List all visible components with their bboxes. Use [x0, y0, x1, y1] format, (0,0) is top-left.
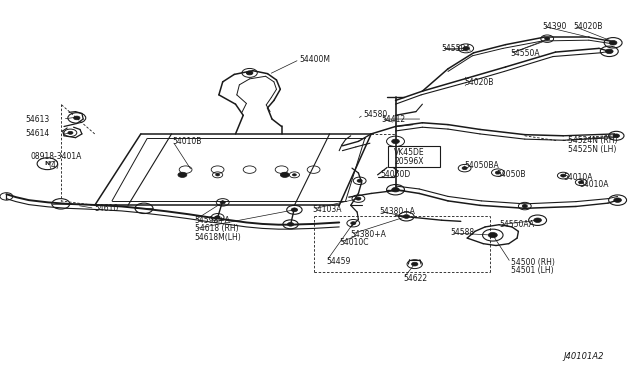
Text: 54501 (LH): 54501 (LH) — [511, 266, 554, 275]
Circle shape — [392, 187, 399, 192]
Text: 54500 (RH): 54500 (RH) — [511, 258, 555, 267]
Circle shape — [605, 49, 613, 54]
Text: J40101A2: J40101A2 — [563, 352, 604, 361]
Circle shape — [579, 181, 584, 184]
Text: 54550A: 54550A — [442, 44, 471, 53]
Text: 54020B: 54020B — [573, 22, 603, 31]
Circle shape — [495, 171, 500, 174]
Circle shape — [216, 174, 220, 176]
Circle shape — [178, 172, 187, 177]
Text: 54588: 54588 — [451, 228, 475, 237]
Text: 54618M(LH): 54618M(LH) — [195, 233, 241, 242]
Text: 54598+A: 54598+A — [195, 216, 230, 225]
Text: N: N — [45, 161, 50, 166]
Text: 54622: 54622 — [403, 274, 428, 283]
Text: 08918-3401A: 08918-3401A — [31, 153, 82, 161]
Text: 54613: 54613 — [26, 115, 50, 124]
Text: 54618 (RH): 54618 (RH) — [195, 224, 238, 233]
Text: 54580: 54580 — [364, 110, 388, 119]
Text: 54010C: 54010C — [339, 238, 369, 247]
Text: 54010A: 54010A — [579, 180, 609, 189]
Circle shape — [403, 215, 410, 218]
Text: 54459: 54459 — [326, 257, 351, 266]
Text: 54524N (RH): 54524N (RH) — [568, 136, 618, 145]
Circle shape — [292, 174, 296, 176]
Text: (4): (4) — [49, 161, 60, 170]
Circle shape — [614, 198, 621, 202]
Circle shape — [351, 222, 356, 225]
Text: 54103A: 54103A — [312, 205, 342, 214]
Text: 54412: 54412 — [381, 115, 406, 124]
Text: VK45DE: VK45DE — [394, 148, 425, 157]
Circle shape — [68, 131, 73, 134]
FancyBboxPatch shape — [388, 146, 440, 167]
Circle shape — [246, 71, 253, 75]
Circle shape — [488, 232, 497, 238]
Text: 54010B: 54010B — [173, 137, 202, 146]
Text: 54614: 54614 — [26, 129, 50, 138]
Circle shape — [280, 172, 289, 177]
Text: 20596X: 20596X — [394, 157, 424, 166]
Circle shape — [357, 179, 362, 182]
Circle shape — [545, 37, 550, 40]
Circle shape — [291, 208, 298, 212]
Circle shape — [534, 218, 541, 222]
Circle shape — [561, 174, 566, 177]
Text: 54550A: 54550A — [510, 49, 540, 58]
Circle shape — [522, 205, 527, 208]
Text: 54020B: 54020B — [465, 78, 494, 87]
Circle shape — [220, 201, 225, 204]
Circle shape — [613, 134, 620, 138]
Circle shape — [215, 216, 220, 219]
Circle shape — [356, 197, 361, 200]
Text: 54050B: 54050B — [497, 170, 526, 179]
Text: 54380+A: 54380+A — [379, 207, 415, 216]
Circle shape — [462, 167, 467, 170]
Text: 54390: 54390 — [543, 22, 567, 31]
Circle shape — [463, 46, 469, 50]
Text: 54050BA: 54050BA — [465, 161, 499, 170]
Text: 54380+A: 54380+A — [351, 230, 387, 239]
Circle shape — [412, 262, 418, 266]
Text: 54525N (LH): 54525N (LH) — [568, 145, 617, 154]
Text: 54550AA: 54550AA — [499, 220, 534, 229]
Circle shape — [74, 116, 80, 120]
Text: 54050D: 54050D — [381, 170, 411, 179]
Circle shape — [392, 139, 399, 144]
Circle shape — [609, 41, 617, 45]
Circle shape — [287, 222, 294, 226]
Text: 54610: 54610 — [95, 204, 119, 213]
Text: 54400M: 54400M — [300, 55, 330, 64]
Text: 54010A: 54010A — [563, 173, 593, 182]
